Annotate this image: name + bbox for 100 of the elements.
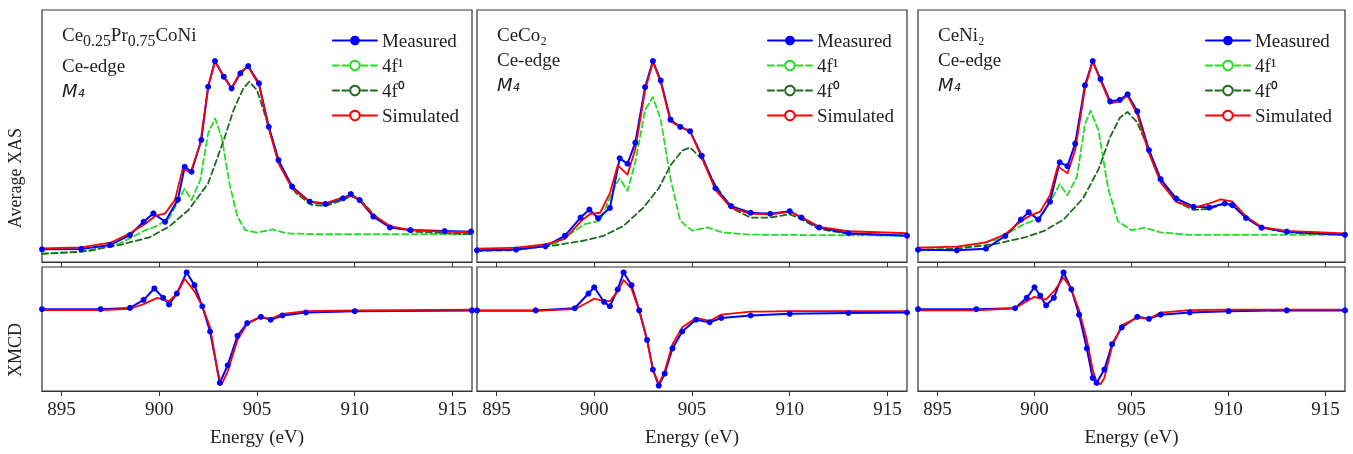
point	[915, 246, 921, 253]
point	[606, 303, 613, 310]
point	[1109, 341, 1116, 348]
point	[183, 269, 190, 276]
point	[585, 290, 592, 297]
point	[279, 312, 286, 319]
point	[1017, 216, 1024, 223]
point	[140, 218, 147, 225]
x-tick-label: 910	[775, 398, 804, 419]
point	[1046, 198, 1053, 205]
point	[275, 157, 282, 164]
point	[1134, 108, 1141, 115]
point	[1124, 91, 1131, 98]
point	[1056, 159, 1063, 166]
point	[698, 152, 705, 159]
point	[224, 362, 231, 369]
point	[1064, 163, 1071, 170]
point	[237, 70, 244, 77]
point	[1089, 374, 1096, 381]
point	[1225, 308, 1232, 315]
x-axis-title: Energy (eV)	[1084, 426, 1179, 448]
point	[687, 128, 694, 135]
point	[953, 247, 960, 254]
point	[1134, 313, 1141, 320]
point	[39, 246, 45, 253]
legend-label: 4f¹	[1254, 55, 1277, 76]
point	[845, 230, 852, 237]
point	[628, 282, 635, 289]
point	[636, 307, 643, 314]
point	[306, 198, 313, 205]
point	[1342, 231, 1348, 238]
point	[571, 305, 578, 312]
point	[220, 73, 227, 80]
point	[126, 304, 133, 311]
point	[649, 58, 656, 65]
point	[1118, 324, 1125, 331]
point	[667, 116, 674, 123]
point	[973, 306, 980, 313]
point	[1157, 176, 1164, 183]
x-axis-title: Energy (eV)	[644, 426, 740, 448]
point	[669, 345, 676, 352]
point	[322, 200, 329, 207]
annotation: M₄	[497, 73, 521, 97]
annotation: Ce-edge	[62, 53, 127, 78]
point	[692, 316, 699, 323]
point	[1076, 311, 1083, 318]
point	[386, 224, 393, 231]
point	[173, 290, 180, 297]
point	[624, 160, 631, 167]
point	[289, 183, 296, 190]
point	[150, 210, 157, 217]
legend-label: Simulated	[1254, 105, 1333, 126]
point	[595, 215, 602, 222]
point	[816, 224, 823, 231]
x-tick-label: 915	[438, 398, 467, 419]
point	[257, 313, 264, 320]
x-tick-label: 895	[47, 398, 76, 419]
point	[244, 320, 251, 327]
point	[181, 163, 188, 170]
point	[1097, 75, 1104, 82]
point	[267, 316, 274, 323]
point	[151, 285, 158, 292]
point	[767, 210, 774, 217]
point	[845, 310, 852, 316]
x-tick-label: 905	[677, 398, 707, 419]
y-axis-title: Average XAS	[5, 127, 25, 229]
point	[649, 366, 656, 373]
point	[140, 296, 147, 303]
point	[356, 197, 363, 204]
point	[1083, 345, 1090, 352]
legend-label: Measured	[1254, 30, 1331, 51]
point	[1116, 96, 1123, 103]
point	[1037, 292, 1044, 299]
point	[302, 309, 309, 316]
point	[661, 370, 668, 377]
point	[162, 218, 169, 225]
text: CeCo₂	[497, 23, 548, 47]
x-tick-label: 895	[482, 398, 511, 419]
point	[228, 85, 235, 92]
annotation: M₄	[938, 73, 962, 97]
point	[718, 314, 725, 321]
point	[216, 379, 223, 386]
point	[616, 155, 623, 162]
point	[1023, 294, 1030, 301]
point	[1072, 140, 1079, 147]
point	[207, 328, 214, 335]
point	[632, 139, 639, 146]
point	[245, 63, 252, 70]
point	[1089, 58, 1096, 65]
point	[982, 245, 989, 252]
point	[712, 185, 719, 192]
x-tick-label: 895	[923, 398, 952, 419]
point	[1206, 204, 1213, 211]
point	[606, 204, 613, 211]
point	[1107, 98, 1114, 105]
point	[1093, 379, 1100, 386]
point	[1035, 216, 1042, 223]
point	[441, 228, 448, 235]
point	[620, 269, 627, 276]
point	[1002, 232, 1009, 239]
